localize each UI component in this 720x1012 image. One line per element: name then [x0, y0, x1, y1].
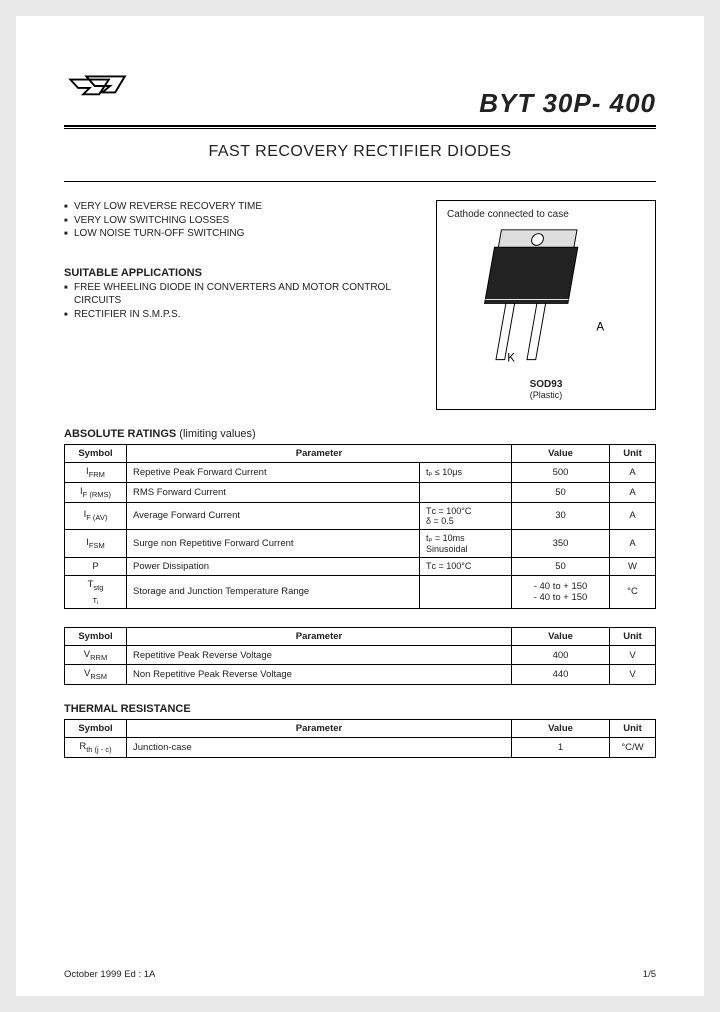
cell-symbol: IF (AV): [65, 502, 127, 529]
absolute-ratings-heading: ABSOLUTE RATINGS (limiting values): [64, 428, 656, 440]
cell-value: 500: [512, 463, 610, 483]
cell-parameter: Storage and Junction Temperature Range: [127, 575, 420, 608]
table-row: IF (AV)Average Forward CurrentTᴄ = 100°C…: [65, 502, 656, 529]
package-diagram-icon: A K: [447, 224, 645, 379]
cell-parameter: Surge non Repetitive Forward Current: [127, 529, 420, 557]
cell-value: 400: [512, 645, 610, 665]
col-header-parameter: Parameter: [127, 445, 512, 463]
applications-list: FREE WHEELING DIODE IN CONVERTERS AND MO…: [64, 281, 412, 322]
cell-condition: [420, 575, 512, 608]
st-logo: [64, 56, 128, 119]
table-row: IFSMSurge non Repetitive Forward Current…: [65, 529, 656, 557]
table-row: TstgTⱼStorage and Junction Temperature R…: [65, 575, 656, 608]
cell-value: 440: [512, 665, 610, 685]
cell-value: 350: [512, 529, 610, 557]
page-subtitle: FAST RECOVERY RECTIFIER DIODES: [64, 143, 656, 161]
cell-symbol: IF (RMS): [65, 482, 127, 502]
col-header-unit: Unit: [610, 445, 656, 463]
table-row: VRSMNon Repetitive Peak Reverse Voltage4…: [65, 665, 656, 685]
table-row: VRRMRepetitive Peak Reverse Voltage400V: [65, 645, 656, 665]
cell-unit: A: [610, 502, 656, 529]
cell-unit: A: [610, 482, 656, 502]
cell-unit: A: [610, 463, 656, 483]
reverse-voltage-table: Symbol Parameter Value Unit VRRMRepetiti…: [64, 627, 656, 686]
cell-parameter: Repetitive Peak Reverse Voltage: [127, 645, 512, 665]
table-row: Rth (j - c)Junction-case1°C/W: [65, 738, 656, 758]
col-header-value: Value: [512, 445, 610, 463]
part-number: BYT 30P- 400: [479, 88, 656, 119]
application-item: FREE WHEELING DIODE IN CONVERTERS AND MO…: [64, 281, 412, 308]
table-row: PPower DissipationTᴄ = 100°C50W: [65, 557, 656, 575]
cell-value: 1: [512, 738, 610, 758]
cell-parameter: Average Forward Current: [127, 502, 420, 529]
cell-parameter: RMS Forward Current: [127, 482, 420, 502]
thermal-heading: THERMAL RESISTANCE: [64, 703, 656, 715]
table-row: IFRMRepetive Peak Forward Currenttₚ ≤ 10…: [65, 463, 656, 483]
page-footer: October 1999 Ed : 1A 1/5: [64, 969, 656, 980]
cell-parameter: Repetive Peak Forward Current: [127, 463, 420, 483]
cell-unit: V: [610, 645, 656, 665]
cell-symbol: IFRM: [65, 463, 127, 483]
header: BYT 30P- 400: [64, 56, 656, 119]
cell-unit: A: [610, 529, 656, 557]
diagram-caption: Cathode connected to case: [447, 209, 645, 220]
cell-value: 30: [512, 502, 610, 529]
cell-condition: [420, 482, 512, 502]
cell-unit: W: [610, 557, 656, 575]
cell-value: - 40 to + 150- 40 to + 150: [512, 575, 610, 608]
table-row: IF (RMS)RMS Forward Current 50A: [65, 482, 656, 502]
feature-item: LOW NOISE TURN-OFF SWITCHING: [64, 227, 412, 241]
cell-parameter: Power Dissipation: [127, 557, 420, 575]
cell-symbol: Rth (j - c): [65, 738, 127, 758]
col-header-symbol: Symbol: [65, 445, 127, 463]
cell-value: 50: [512, 482, 610, 502]
cell-symbol: TstgTⱼ: [65, 575, 127, 608]
cell-symbol: IFSM: [65, 529, 127, 557]
features-column: VERY LOW REVERSE RECOVERY TIME VERY LOW …: [64, 200, 412, 410]
svg-text:K: K: [507, 352, 515, 365]
cell-unit: V: [610, 665, 656, 685]
cell-unit: °C: [610, 575, 656, 608]
footer-right: 1/5: [643, 969, 656, 980]
feature-item: VERY LOW REVERSE RECOVERY TIME: [64, 200, 412, 214]
cell-symbol: P: [65, 557, 127, 575]
cell-unit: °C/W: [610, 738, 656, 758]
applications-heading: SUITABLE APPLICATIONS: [64, 267, 412, 279]
cell-condition: tₚ = 10msSinusoidal: [420, 529, 512, 557]
cell-parameter: Non Repetitive Peak Reverse Voltage: [127, 665, 512, 685]
cell-value: 50: [512, 557, 610, 575]
package-label: SOD93 (Plastic): [447, 379, 645, 401]
feature-list: VERY LOW REVERSE RECOVERY TIME VERY LOW …: [64, 200, 412, 241]
absolute-ratings-table: Symbol Parameter Value Unit IFRMRepetive…: [64, 444, 656, 609]
cell-symbol: VRRM: [65, 645, 127, 665]
application-item: RECTIFIER IN S.M.P.S.: [64, 308, 412, 322]
package-diagram-box: Cathode connected to case A K SOD93 (Pla…: [436, 200, 656, 410]
cell-condition: Tᴄ = 100°Cδ = 0.5: [420, 502, 512, 529]
thermal-table: Symbol Parameter Value Unit Rth (j - c)J…: [64, 719, 656, 758]
feature-item: VERY LOW SWITCHING LOSSES: [64, 214, 412, 228]
cell-condition: Tᴄ = 100°C: [420, 557, 512, 575]
footer-left: October 1999 Ed : 1A: [64, 969, 155, 980]
cell-condition: tₚ ≤ 10μs: [420, 463, 512, 483]
datasheet-page: BYT 30P- 400 FAST RECOVERY RECTIFIER DIO…: [16, 16, 704, 996]
cell-symbol: VRSM: [65, 665, 127, 685]
cell-parameter: Junction-case: [127, 738, 512, 758]
svg-text:A: A: [596, 321, 604, 334]
